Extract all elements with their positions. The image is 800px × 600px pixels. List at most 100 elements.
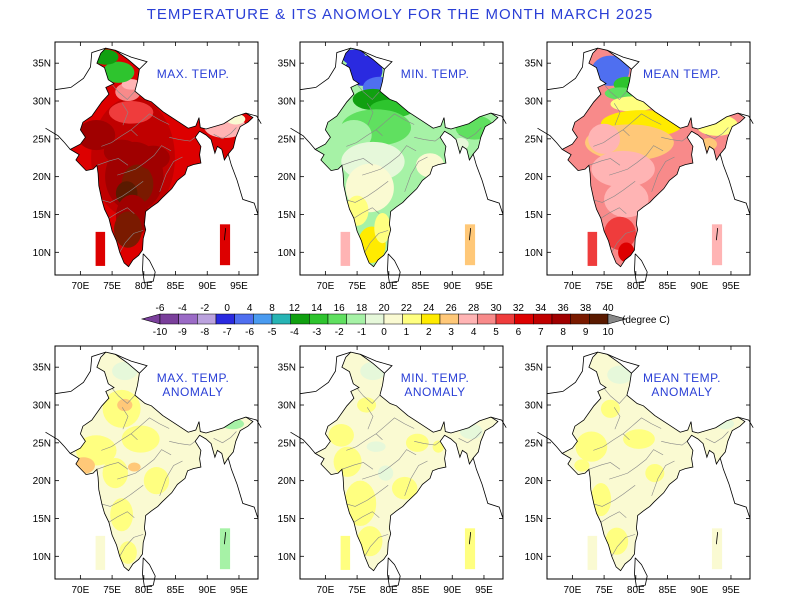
state-boundary [101, 484, 144, 507]
coastline [54, 351, 106, 395]
state-boundary [362, 162, 390, 176]
colour-zone [391, 476, 418, 500]
lon-label: 90E [198, 281, 216, 292]
colour-zone [374, 212, 391, 244]
india-outline [69, 351, 254, 572]
lat-label: 10N [278, 248, 296, 259]
lakshadweep-box [340, 535, 351, 570]
colour-bar-swatch [514, 313, 534, 325]
coastline [737, 112, 754, 124]
lon-label: 70E [563, 585, 581, 596]
panel-label: MAX. TEMP. [157, 67, 230, 81]
lakshadweep-box [95, 231, 106, 266]
state-boundary [101, 129, 138, 147]
coastline [537, 431, 563, 454]
colour-bar-swatch [383, 313, 403, 325]
colour-zone [607, 365, 633, 384]
state-boundary [705, 127, 729, 140]
lat-label: 10N [278, 552, 296, 563]
lon-label: 90E [443, 585, 461, 596]
map-panel-mean_anom: 70E 75E 80E 85E 90E 95E 10N 15N 20N 25N 30N 35N MEAN… [525, 345, 754, 596]
colour-bar-anomaly-tick: -9 [178, 327, 187, 338]
colour-bar-anomaly-tick: 4 [471, 327, 477, 338]
state-boundary [414, 441, 441, 446]
coastline [115, 353, 148, 374]
state-boundary [636, 449, 664, 468]
lon-label: 85E [659, 585, 677, 596]
state-boundary [588, 462, 621, 470]
colour-zone [574, 459, 590, 472]
colour-bar-temp-tick: 4 [247, 303, 253, 314]
lon-label: 85E [412, 281, 430, 292]
colour-bar-temp-tick: 24 [423, 303, 435, 314]
state-boundary [101, 433, 138, 451]
lat-label: 35N [278, 59, 296, 70]
panel-label: MAX. TEMP. [157, 371, 230, 385]
colour-bar-low-arrow [140, 313, 161, 325]
colour-bar-temp-tick: 26 [446, 303, 458, 314]
panel-label: ANOMALY [651, 385, 712, 399]
state-boundary [353, 383, 381, 404]
state-boundary [353, 207, 380, 219]
colour-zone [336, 119, 372, 151]
lon-label: 85E [412, 585, 430, 596]
coastline [227, 153, 259, 215]
lon-label: 95E [230, 281, 248, 292]
map-panel-min: 70E 75E 80E 85E 90E 95E 10N 15N 20N 25N 30N 35N MIN.… [278, 41, 507, 292]
coastline [490, 112, 507, 124]
india-outline [69, 47, 254, 268]
colour-zone [102, 61, 135, 83]
andaman-box [219, 528, 231, 570]
colour-zone [588, 123, 620, 154]
state-boundary [375, 417, 415, 435]
state-boundary [213, 431, 237, 444]
lon-label: 85E [659, 281, 677, 292]
colour-zone [405, 433, 429, 452]
colour-bar-anomaly-tick: 7 [538, 327, 544, 338]
colour-zone [590, 482, 612, 517]
colour-bar-temp-tick: 18 [356, 303, 368, 314]
coastline [387, 557, 401, 588]
state-boundary [169, 137, 196, 142]
lat-label: 25N [278, 438, 296, 449]
lat-label: 20N [278, 172, 296, 183]
andaman-islands [715, 532, 719, 545]
state-boundary [121, 103, 129, 126]
lon-label: 90E [690, 281, 708, 292]
colour-zone [333, 446, 362, 477]
state-boundary [593, 433, 630, 451]
colour-bar-anomaly-tick: -1 [357, 327, 366, 338]
lat-label: 25N [525, 134, 543, 145]
state-boundary [651, 460, 675, 496]
colour-bar-anomaly-tick: 2 [426, 327, 432, 338]
colour-bar-swatch [421, 313, 441, 325]
lat-label: 25N [33, 438, 51, 449]
colour-zone [357, 397, 377, 413]
colour-zone [77, 119, 116, 151]
andaman-islands [223, 228, 227, 241]
lat-label: 10N [525, 552, 543, 563]
map-panel-mean: 70E 75E 80E 85E 90E 95E 10N 15N 20N 25N 30N 35N MEAN… [525, 41, 754, 292]
colour-bar-swatch [458, 313, 478, 325]
colour-zone [113, 211, 142, 248]
state-boundary [96, 462, 129, 470]
colour-zone [344, 480, 377, 527]
lon-label: 80E [135, 281, 153, 292]
state-boundary [404, 156, 428, 192]
state-boundary [169, 441, 196, 446]
state-boundary [119, 230, 144, 253]
colour-bar-temp-tick: 8 [269, 303, 275, 314]
state-boundary [96, 158, 129, 166]
state-boundary [600, 79, 628, 100]
state-boundary [661, 137, 688, 142]
lon-label: 80E [627, 585, 645, 596]
colour-bar-temp-tick: 28 [468, 303, 480, 314]
colour-bar-anomaly-tick: 8 [560, 327, 566, 338]
state-boundary [121, 407, 129, 430]
colour-bar-temp-tick: -4 [178, 303, 187, 314]
colour-zone [328, 423, 354, 447]
lat-label: 15N [278, 514, 296, 525]
coastline [719, 457, 751, 519]
coastline [227, 457, 259, 519]
